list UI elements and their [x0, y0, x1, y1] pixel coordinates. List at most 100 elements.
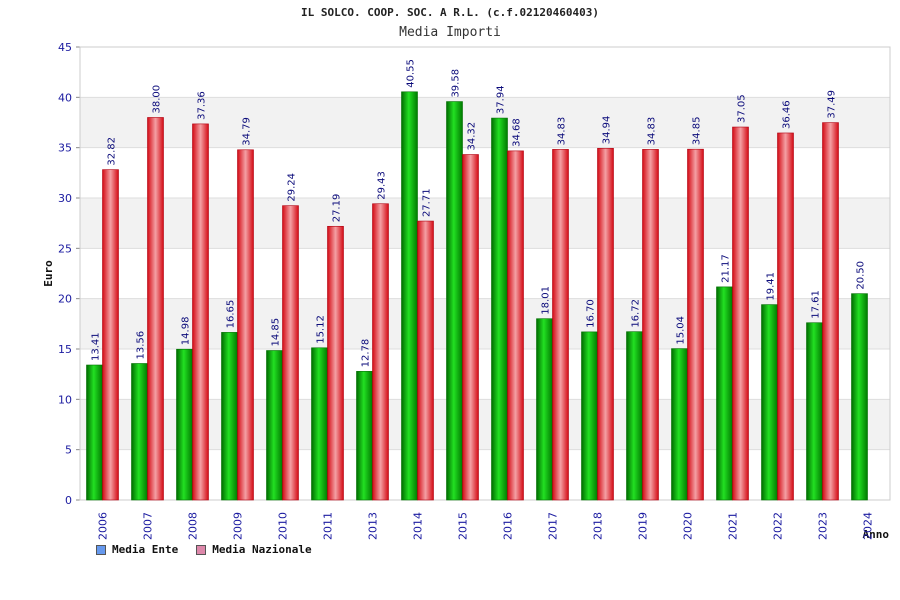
data-label: 39.58 [451, 69, 462, 98]
x-tick-label: 2016 [502, 512, 515, 540]
data-label: 16.70 [586, 299, 597, 328]
data-label: 16.65 [226, 300, 237, 329]
bar-media-nazionale [237, 149, 254, 501]
y-tick-label: 45 [58, 41, 72, 54]
x-tick-label: 2007 [142, 512, 155, 540]
bar-media-nazionale [327, 225, 344, 501]
x-tick-label: 2023 [817, 512, 830, 540]
data-label: 36.46 [782, 100, 793, 129]
data-label: 12.78 [361, 339, 372, 368]
legend-label-nazionale: Media Nazionale [212, 543, 312, 556]
bar-media-ente [716, 286, 733, 501]
data-label: 27.19 [332, 194, 343, 223]
bar-media-nazionale [597, 147, 614, 501]
y-tick-label: 35 [58, 142, 72, 155]
x-tick-label: 2009 [232, 512, 245, 540]
x-tick-label: 2006 [97, 512, 110, 540]
bar-media-ente [401, 91, 418, 501]
data-label: 14.98 [181, 317, 192, 346]
data-label: 32.82 [107, 137, 118, 166]
data-label: 34.94 [602, 116, 613, 145]
data-label: 40.55 [406, 59, 417, 88]
bar-media-ente [86, 364, 103, 501]
data-label: 34.68 [512, 118, 523, 147]
x-tick-label: 2008 [187, 512, 200, 540]
x-tick-label: 2010 [277, 512, 290, 540]
data-label: 37.49 [827, 90, 838, 119]
x-tick-label: 2019 [637, 512, 650, 540]
y-tick-label: 25 [58, 242, 72, 255]
bar-media-ente [221, 332, 238, 501]
bar-media-nazionale [507, 150, 524, 501]
data-label: 34.83 [557, 117, 568, 146]
data-label: 13.56 [136, 331, 147, 360]
x-tick-label: 2015 [457, 512, 470, 540]
data-label: 21.17 [721, 254, 732, 283]
x-tick-label: 2014 [412, 512, 425, 540]
legend-swatch-ente [96, 544, 106, 555]
bar-media-ente [356, 371, 373, 501]
bar-media-ente [761, 304, 778, 501]
grid-band [80, 399, 890, 450]
x-tick-label: 2017 [547, 512, 560, 540]
y-tick-label: 20 [58, 293, 72, 306]
data-label: 29.24 [287, 173, 298, 202]
y-tick-label: 5 [65, 444, 72, 457]
y-tick-label: 30 [58, 192, 72, 205]
bar-media-nazionale [282, 205, 299, 501]
bar-media-nazionale [462, 154, 479, 501]
data-label: 19.41 [766, 272, 777, 301]
data-label: 15.04 [676, 316, 687, 345]
legend-swatch-nazionale [196, 544, 207, 555]
data-label: 17.61 [811, 290, 822, 319]
y-tick-label: 40 [58, 91, 72, 104]
x-tick-label: 2018 [592, 512, 605, 540]
data-label: 34.79 [242, 117, 253, 146]
data-label: 38.00 [152, 85, 163, 114]
legend-label-ente: Media Ente [112, 543, 179, 556]
chart-title: IL SOLCO. COOP. SOC. A R.L. (c.f.0212046… [300, 6, 599, 19]
bar-media-ente [446, 101, 463, 501]
grid-band [80, 298, 890, 349]
x-tick-label: 2021 [727, 512, 740, 540]
x-tick-label: 2022 [772, 512, 785, 540]
data-label: 37.36 [197, 91, 208, 120]
x-tick-label: 2013 [367, 512, 380, 540]
data-label: 15.12 [316, 315, 327, 344]
bar-media-nazionale [147, 117, 164, 501]
bar-media-ente [851, 293, 868, 501]
chart-subtitle: Media Importi [399, 25, 501, 40]
bar-media-ente [581, 331, 598, 501]
bar-media-nazionale [822, 122, 839, 501]
data-label: 27.71 [422, 188, 433, 217]
bar-media-nazionale [102, 169, 119, 501]
data-label: 18.01 [541, 286, 552, 315]
data-label: 37.05 [737, 94, 748, 123]
data-label: 34.83 [647, 117, 658, 146]
bar-media-nazionale [372, 203, 389, 501]
data-label: 16.72 [631, 299, 642, 328]
bar-media-nazionale [417, 220, 434, 501]
data-label: 34.32 [467, 122, 478, 151]
data-label: 14.85 [271, 318, 282, 347]
grid-band [80, 198, 890, 249]
bar-media-ente [311, 347, 328, 501]
bar-media-nazionale [732, 126, 749, 501]
y-tick-label: 0 [65, 494, 72, 507]
data-label: 29.43 [377, 171, 388, 200]
x-axis-title: Anno [863, 528, 890, 541]
x-tick-label: 2011 [322, 512, 335, 540]
bar-media-ente [131, 363, 148, 501]
bar-media-nazionale [552, 149, 569, 501]
plot-frame [79, 46, 891, 501]
legend-item-ente: Media Ente [96, 543, 178, 556]
bar-media-ente [626, 331, 643, 501]
bar-media-ente [176, 348, 193, 501]
y-axis-title: Euro [42, 260, 55, 287]
legend: Media Ente Media Nazionale [96, 543, 312, 556]
legend-item-nazionale: Media Nazionale [196, 543, 312, 556]
bar-media-ente [491, 117, 508, 501]
y-tick-label: 10 [58, 393, 72, 406]
x-tick-label: 2024 [862, 512, 875, 540]
